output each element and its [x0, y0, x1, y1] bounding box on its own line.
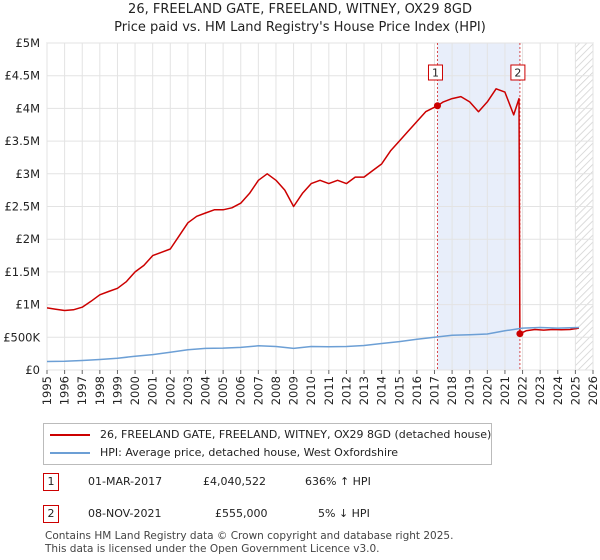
footer-licence: This data is licensed under the Open Gov… — [45, 543, 380, 555]
transaction-date: 08-NOV-2021 — [88, 507, 162, 520]
transaction-hpi: 5% ↓ HPI — [318, 507, 370, 520]
y-tick-label: £1M — [15, 298, 40, 312]
x-tick-label: 2023 — [533, 376, 547, 405]
marker-badge — [427, 64, 443, 81]
y-tick-label: £3.5M — [4, 134, 40, 148]
transaction-hpi: 636% ↑ HPI — [305, 475, 371, 488]
transaction-price: £4,040,522 — [203, 475, 266, 488]
x-tick-label: 2021 — [498, 376, 512, 405]
y-tick-label: £1.5M — [4, 265, 40, 279]
y-tick-label: £2M — [15, 232, 40, 246]
price-chart: £0 £500K £1M £1.5M £2M £2.5M £3M £3.5M £4M £4.5M £… — [3, 36, 600, 405]
x-tick-label: 2002 — [163, 376, 177, 405]
legend-swatch-property — [50, 434, 90, 436]
x-tick-label: 2018 — [445, 376, 459, 405]
x-tick-label: 2005 — [216, 376, 230, 405]
legend-label-hpi: HPI: Average price, detached house, West… — [100, 446, 399, 459]
x-tick-label: 2007 — [251, 376, 265, 405]
x-tick-label: 2022 — [516, 376, 530, 405]
x-tick-label: 2011 — [322, 376, 336, 405]
x-tick-label: 1999 — [110, 376, 124, 405]
x-tick-label: 2016 — [410, 376, 424, 405]
property-price-line — [47, 88, 580, 335]
chart-subtitle: Price paid vs. HM Land Registry's House … — [114, 20, 486, 35]
chart-title: 26, FREELAND GATE, FREELAND, WITNEY, OX2… — [128, 2, 472, 17]
x-tick-label: 2009 — [287, 376, 301, 405]
y-tick-label: £4M — [15, 101, 40, 115]
x-tick-label: 2008 — [269, 376, 283, 405]
transaction-row: 1 01-MAR-2017 £4,040,522 636% ↑ HPI — [0, 471, 600, 493]
x-tick-label: 2015 — [392, 376, 406, 405]
transaction-badge: 2 — [43, 505, 59, 523]
transaction-badge: 1 — [43, 473, 59, 491]
marker-badge — [510, 64, 526, 81]
x-tick-label: 2026 — [586, 376, 600, 405]
x-tick-label: 2006 — [234, 376, 248, 405]
x-tick-label: 1998 — [93, 376, 107, 405]
marker-label: 1 — [432, 67, 439, 80]
transaction-row: 2 08-NOV-2021 £555,000 5% ↓ HPI — [0, 503, 600, 525]
hpi-line — [47, 326, 579, 363]
y-tick-label: £5M — [15, 36, 40, 50]
x-tick-label: 2014 — [375, 376, 389, 405]
x-tick-label: 2003 — [181, 376, 195, 405]
x-tick-label: 2025 — [568, 376, 582, 405]
x-tick-label: 2004 — [199, 376, 213, 405]
transaction-date: 01-MAR-2017 — [88, 475, 163, 488]
x-tick-label: 1997 — [75, 376, 89, 405]
x-tick-label: 2000 — [128, 376, 142, 405]
x-tick-label: 2019 — [463, 376, 477, 405]
x-tick-label: 2010 — [304, 376, 318, 405]
x-tick-label: 2017 — [427, 376, 441, 405]
sale-point — [516, 330, 524, 338]
marker-label: 2 — [514, 67, 521, 80]
x-tick-label: 2012 — [339, 376, 353, 405]
legend-label-property: 26, FREELAND GATE, FREELAND, WITNEY, OX2… — [100, 428, 492, 441]
x-tick-label: 2020 — [480, 376, 494, 405]
chart-legend: 26, FREELAND GATE, FREELAND, WITNEY, OX2… — [43, 423, 492, 465]
x-tick-label: 2024 — [551, 376, 565, 405]
y-tick-label: £4.5M — [4, 69, 40, 83]
x-tick-label: 1995 — [40, 376, 54, 405]
y-tick-label: £2.5M — [4, 200, 40, 214]
footer-copyright: Contains HM Land Registry data © Crown c… — [45, 530, 454, 542]
x-tick-label: 1996 — [58, 376, 72, 405]
y-tick-label: £500K — [3, 330, 40, 344]
x-tick-label: 2001 — [146, 376, 160, 405]
transaction-price: £555,000 — [215, 507, 268, 520]
legend-swatch-hpi — [50, 452, 90, 454]
y-tick-label: £0 — [25, 363, 40, 377]
y-tick-label: £3M — [15, 167, 40, 181]
x-tick-label: 2013 — [357, 376, 371, 405]
sale-point — [433, 102, 441, 110]
